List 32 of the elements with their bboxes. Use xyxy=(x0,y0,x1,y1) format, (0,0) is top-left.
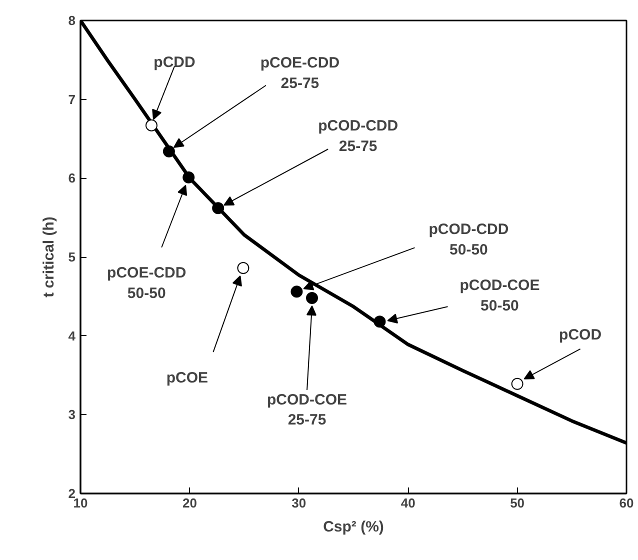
y-tick-label: 3 xyxy=(68,407,76,422)
point xyxy=(237,262,250,274)
annotation: pCOD-COE 50-50 xyxy=(460,276,540,314)
y-tick-label: 7 xyxy=(68,92,76,107)
point xyxy=(511,378,524,390)
x-tick-label: 40 xyxy=(400,496,416,510)
annotation: pCOD-CDD 50-50 xyxy=(428,220,509,258)
point xyxy=(212,202,224,214)
annotation: pCOE-CDD 25-75 xyxy=(260,54,340,92)
point xyxy=(290,286,303,298)
annotation: pCOD-CDD 25-75 xyxy=(318,117,398,155)
annotation: pCOD xyxy=(559,326,602,344)
x-tick-label: 50 xyxy=(510,496,525,510)
x-axis-title: Csp² (%) xyxy=(323,518,384,536)
x-tick-label: 30 xyxy=(292,496,306,510)
point xyxy=(162,145,175,158)
point xyxy=(374,316,386,328)
annotation: pCOE xyxy=(166,370,208,387)
point xyxy=(182,171,195,184)
point xyxy=(306,292,318,304)
y-tick-label: 8 xyxy=(68,13,76,28)
x-tick-label: 10 xyxy=(73,496,88,510)
annotation: pCDD xyxy=(154,54,196,71)
point xyxy=(145,119,158,132)
y-axis-title: t critical (h) xyxy=(40,216,58,298)
y-tick-label: 5 xyxy=(68,250,76,264)
annotation: pCOE-CDD 50-50 xyxy=(107,264,186,302)
annotation: pCOD-COE 25-75 xyxy=(267,391,348,429)
x-tick-label: 20 xyxy=(182,496,197,510)
x-tick-label: 60 xyxy=(619,496,634,510)
y-tick-label: 6 xyxy=(68,170,76,186)
y-tick-label: 4 xyxy=(68,328,76,344)
